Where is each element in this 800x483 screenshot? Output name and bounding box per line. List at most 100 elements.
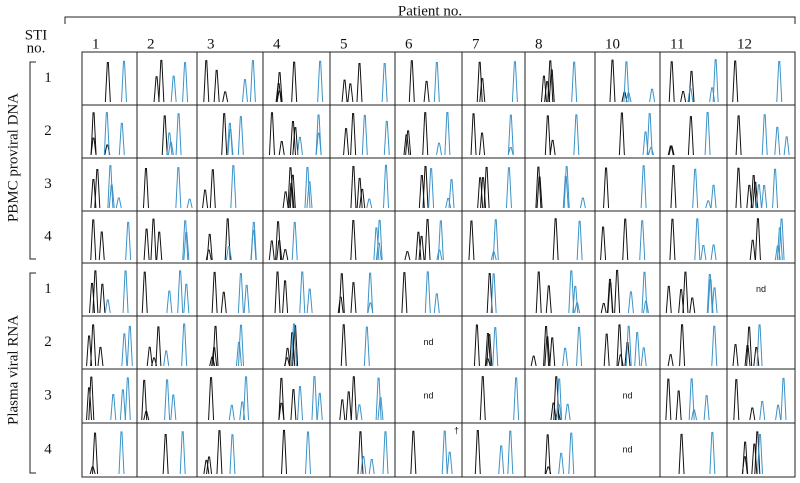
peak <box>382 431 389 475</box>
peak <box>507 147 514 156</box>
peak <box>778 218 785 261</box>
peak <box>410 430 417 475</box>
peak <box>166 132 173 156</box>
peak <box>278 141 285 156</box>
peak <box>543 326 550 367</box>
sti-label: no. <box>27 40 46 56</box>
peak <box>141 271 148 314</box>
peak <box>623 61 630 103</box>
panel <box>329 368 396 424</box>
peak <box>170 394 177 421</box>
peak <box>733 379 740 421</box>
peak <box>276 240 283 261</box>
peak <box>315 114 322 156</box>
peak <box>143 410 150 421</box>
peak <box>230 165 237 209</box>
peak <box>403 134 410 156</box>
peak <box>296 136 303 156</box>
peak <box>627 291 634 314</box>
peak <box>669 218 676 261</box>
peak <box>90 219 97 261</box>
peak <box>682 271 689 314</box>
peak <box>345 391 352 421</box>
peak <box>268 112 275 156</box>
peak <box>401 272 408 314</box>
panel <box>524 422 596 478</box>
peak <box>377 397 384 421</box>
patient-label: 8 <box>535 36 543 52</box>
peak <box>490 251 497 261</box>
peak <box>675 390 682 421</box>
peak <box>600 302 607 314</box>
peak <box>474 429 481 475</box>
peak <box>625 92 632 103</box>
peak <box>562 347 569 367</box>
peak <box>367 272 374 314</box>
note: † <box>454 425 459 435</box>
peak <box>622 218 629 261</box>
peak <box>422 166 429 209</box>
peak <box>220 291 227 314</box>
peak <box>492 219 499 261</box>
peak <box>290 323 297 367</box>
peak <box>291 61 298 103</box>
peak <box>579 197 586 209</box>
peak <box>486 334 493 367</box>
peak <box>229 434 236 475</box>
peak <box>90 112 97 156</box>
peak <box>89 466 96 475</box>
peak <box>535 271 542 314</box>
peak <box>243 376 250 421</box>
row-label: 1 <box>44 281 52 297</box>
peak <box>299 271 306 314</box>
panel <box>726 422 796 478</box>
peak <box>368 458 375 475</box>
peak <box>305 431 312 475</box>
peak <box>694 218 701 261</box>
peak <box>479 132 486 156</box>
panel <box>461 157 526 212</box>
peak <box>634 332 641 367</box>
peak <box>404 251 411 261</box>
peak <box>289 332 296 367</box>
peak <box>202 189 209 209</box>
peak <box>707 279 714 314</box>
peak <box>756 433 763 475</box>
peak <box>505 167 512 209</box>
peak <box>479 78 486 103</box>
peak <box>339 399 346 421</box>
peak <box>732 344 739 367</box>
peak <box>143 228 150 261</box>
peak <box>776 61 783 103</box>
patient-label: 5 <box>340 36 348 52</box>
peak <box>212 325 219 367</box>
peak <box>746 184 753 209</box>
peak <box>536 176 543 209</box>
peak <box>576 220 583 261</box>
peak <box>343 128 350 156</box>
peak <box>142 168 149 209</box>
peak <box>667 354 674 367</box>
patient-label: 7 <box>472 36 480 52</box>
peak <box>642 300 649 314</box>
peak <box>688 378 695 421</box>
peak <box>706 274 713 314</box>
peak <box>428 168 435 209</box>
peak <box>783 136 790 156</box>
peak <box>741 456 748 475</box>
peak <box>646 113 653 156</box>
header-title: Patient no. <box>398 3 462 19</box>
panel <box>196 315 264 370</box>
row-label: 3 <box>44 387 52 403</box>
peak <box>163 350 170 367</box>
peak <box>780 377 787 421</box>
peak <box>618 112 625 156</box>
peak <box>92 432 99 475</box>
peak <box>678 289 685 314</box>
peak <box>151 357 158 367</box>
peak <box>550 402 557 421</box>
row-label: 4 <box>44 228 52 244</box>
peak <box>243 284 250 314</box>
peak <box>361 114 368 156</box>
